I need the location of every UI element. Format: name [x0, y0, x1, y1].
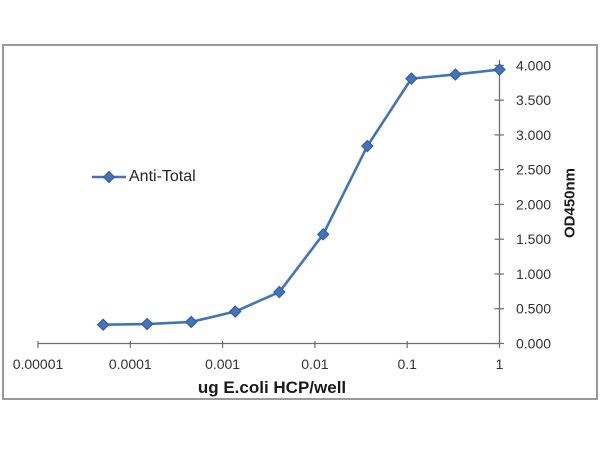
series-marker	[316, 228, 330, 241]
series-marker	[140, 317, 154, 331]
y-tick-label: 0.000	[516, 336, 551, 352]
series-marker	[96, 318, 110, 332]
x-tick-label: 0.1	[397, 356, 417, 372]
series-marker	[184, 315, 198, 329]
legend: Anti-Total	[91, 166, 196, 188]
x-tick-label: 0.01	[301, 356, 328, 372]
x-tick-label: 1	[496, 356, 504, 372]
legend-series-label: Anti-Total	[129, 168, 196, 185]
y-tick-label: 4.000	[516, 57, 551, 73]
series-marker	[361, 139, 374, 153]
y-tick-label: 1.000	[516, 266, 551, 282]
series-marker	[493, 63, 506, 76]
y-axis-title: OD450nm	[561, 167, 579, 239]
y-tick-label: 2.000	[516, 196, 551, 212]
figure-frame	[2, 44, 598, 400]
series-marker	[405, 72, 418, 85]
y-tick-label: 1.500	[516, 231, 551, 247]
x-tick-label: 0.0001	[109, 356, 152, 372]
series-marker	[228, 305, 242, 318]
y-tick-label: 0.500	[516, 301, 551, 317]
series-marker	[273, 285, 286, 299]
y-tick-label: 3.500	[516, 92, 551, 108]
y-tick-label: 2.500	[516, 162, 551, 178]
x-tick-label: 0.00001	[13, 356, 64, 372]
y-tick-label: 3.000	[516, 127, 551, 143]
x-axis-title: ug E.coli HCP/well	[197, 378, 347, 397]
series-marker	[449, 68, 462, 81]
legend-marker-icon	[92, 170, 126, 184]
series-line	[101, 68, 501, 327]
x-tick-label: 0.001	[205, 356, 240, 372]
